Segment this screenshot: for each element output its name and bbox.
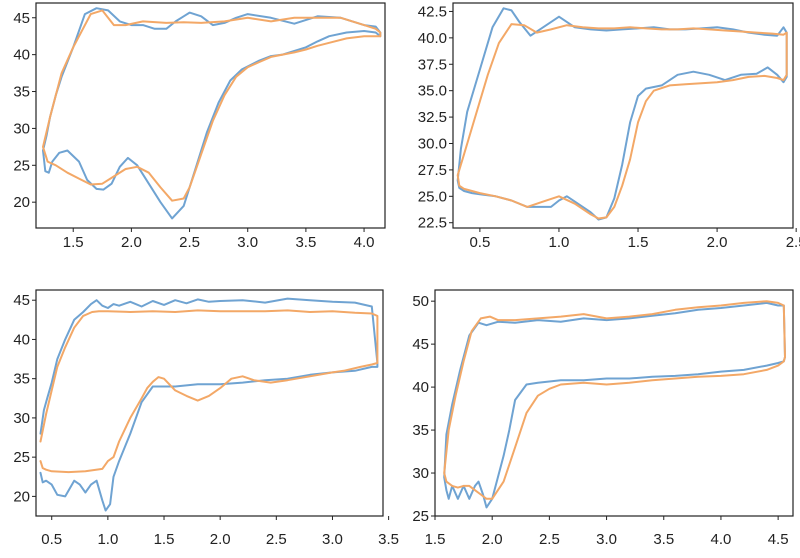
y-tick-label: 35.0 (418, 83, 447, 100)
y-tick-label: 40.0 (418, 30, 447, 47)
y-tick-label: 20 (13, 194, 30, 211)
axes-frame (35, 2, 386, 229)
y-tick-label: 50 (412, 293, 429, 310)
y-tick-label: 42.5 (418, 3, 447, 20)
x-tick-label: 4.5 (768, 531, 789, 548)
y-tick-label: 25 (13, 449, 30, 466)
x-tick-label: 3.5 (295, 234, 316, 251)
y-tick-label: 45 (412, 336, 429, 353)
x-tick-label: 2.5 (786, 234, 800, 251)
x-tick-label: 2.5 (539, 531, 560, 548)
subplot-1: 1.5 2.0 2.5 3.0 3.5 4.0 20 25 30 35 40 45 (13, 2, 386, 251)
y-tick-label: 30 (13, 120, 30, 137)
series-line-blue (456, 7, 788, 221)
x-tick-label: 1.5 (154, 531, 175, 548)
y-tick-label: 32.5 (418, 109, 447, 126)
axes-frame (452, 2, 794, 229)
axes-frame (35, 289, 384, 517)
series-line-orange (443, 300, 786, 500)
y-tick-label: 20 (13, 488, 30, 505)
subplot-2: 0.5 1.0 1.5 2.0 2.5 22.5 25.0 27.5 30.0 32.5 35.0 3… (418, 2, 800, 251)
y-tick-label: 40 (13, 47, 30, 64)
x-tick-label: 1.5 (425, 531, 446, 548)
y-tick-label: 30.0 (418, 135, 447, 152)
y-tick-label: 35 (13, 371, 30, 388)
x-tick-label: 2.0 (482, 531, 503, 548)
y-tick-label: 45 (13, 10, 30, 27)
y-tick-label: 30 (13, 410, 30, 427)
x-tick-label: 2.0 (210, 531, 231, 548)
axes-frame (434, 289, 794, 517)
y-tick-label: 40 (412, 379, 429, 396)
series-line-orange (42, 9, 382, 202)
x-tick-label: 3.0 (596, 531, 617, 548)
y-tick-label: 40 (13, 331, 30, 348)
subplot-3: 0.5 1.0 1.5 2.0 2.5 3.0 3.5 20 25 30 35 40 45 (13, 289, 399, 548)
x-tick-label: 2.5 (266, 531, 287, 548)
x-tick-label: 3.5 (378, 531, 399, 548)
x-tick-label: 1.5 (63, 234, 84, 251)
y-tick-label: 30 (412, 465, 429, 482)
series-line-orange (39, 309, 379, 474)
x-tick-label: 0.5 (469, 234, 490, 251)
x-tick-label: 4.0 (354, 234, 375, 251)
x-tick-label: 3.5 (653, 531, 674, 548)
x-tick-label: 1.5 (628, 234, 649, 251)
subplot-4: 1.5 2.0 2.5 3.0 3.5 4.0 4.5 25 30 35 40 45 50 (412, 289, 794, 548)
y-tick-label: 45 (13, 292, 30, 309)
x-tick-label: 1.0 (549, 234, 570, 251)
series-line-blue (39, 297, 379, 512)
y-tick-label: 35 (13, 84, 30, 101)
x-tick-label: 4.0 (711, 531, 732, 548)
x-tick-label: 1.0 (97, 531, 118, 548)
x-tick-label: 2.5 (179, 234, 200, 251)
series-line-blue (42, 7, 382, 220)
series-line-orange (456, 23, 788, 220)
x-tick-label: 3.0 (237, 234, 258, 251)
x-tick-label: 3.0 (322, 531, 343, 548)
y-tick-label: 37.5 (418, 56, 447, 73)
y-tick-label: 25 (412, 508, 429, 525)
x-tick-label: 2.0 (121, 234, 142, 251)
y-tick-label: 27.5 (418, 162, 447, 179)
y-tick-label: 25.0 (418, 188, 447, 205)
y-tick-label: 35 (412, 422, 429, 439)
x-tick-label: 2.0 (707, 234, 728, 251)
y-tick-label: 25 (13, 157, 30, 174)
x-tick-label: 0.5 (41, 531, 62, 548)
series-line-blue (443, 301, 786, 509)
y-tick-label: 22.5 (418, 215, 447, 232)
